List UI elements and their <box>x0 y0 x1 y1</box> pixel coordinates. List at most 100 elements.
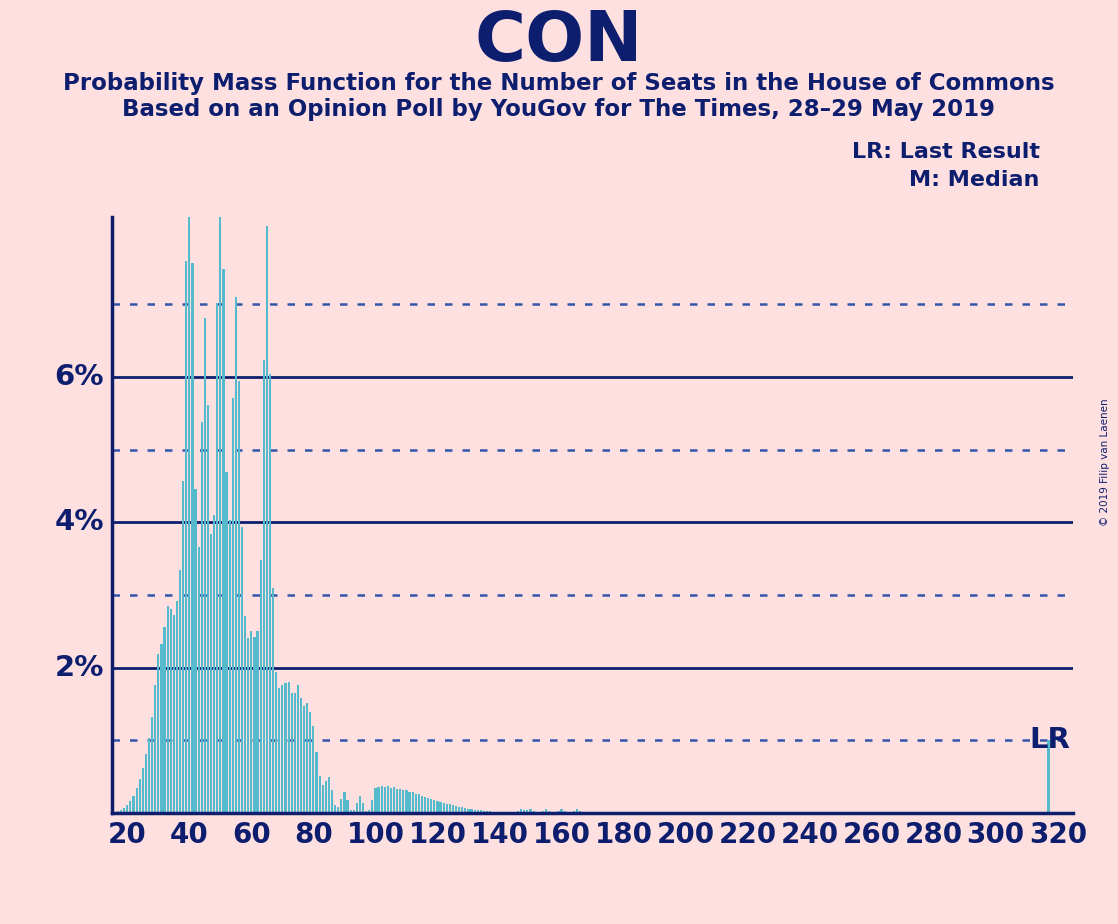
Bar <box>474 809 476 813</box>
Bar <box>483 810 485 813</box>
Bar <box>167 606 169 813</box>
Bar <box>427 798 429 813</box>
Bar <box>139 779 141 813</box>
Bar <box>467 808 470 813</box>
Bar <box>256 631 258 813</box>
Bar <box>151 717 153 813</box>
Bar <box>343 792 345 813</box>
Text: 6%: 6% <box>55 363 104 391</box>
Bar <box>402 790 405 813</box>
Bar <box>424 796 426 813</box>
Bar <box>179 570 181 813</box>
Bar <box>455 806 457 813</box>
Bar <box>200 422 202 813</box>
Bar <box>560 809 562 813</box>
Bar <box>542 811 544 813</box>
Bar <box>464 808 466 813</box>
Bar <box>368 810 370 813</box>
Bar <box>203 318 206 813</box>
Text: 2%: 2% <box>55 654 104 682</box>
Text: © 2019 Filip van Laenen: © 2019 Filip van Laenen <box>1100 398 1109 526</box>
Bar <box>207 405 209 813</box>
Bar <box>579 811 581 813</box>
Bar <box>520 809 522 813</box>
Bar <box>406 790 408 813</box>
Bar <box>563 811 566 813</box>
Bar <box>284 683 286 813</box>
Bar <box>548 811 550 813</box>
Bar <box>130 801 132 813</box>
Bar <box>340 799 342 813</box>
Bar <box>356 803 358 813</box>
Bar <box>142 768 144 813</box>
Bar <box>216 303 218 813</box>
Bar <box>145 754 146 813</box>
Bar <box>443 803 445 813</box>
Bar <box>576 809 578 813</box>
Bar <box>263 360 265 813</box>
Bar <box>408 792 410 813</box>
Bar <box>383 786 386 813</box>
Bar <box>186 261 188 813</box>
Bar <box>380 785 382 813</box>
Bar <box>462 808 463 813</box>
Bar <box>390 787 392 813</box>
Bar <box>120 809 122 813</box>
Bar <box>411 793 414 813</box>
Bar <box>173 615 174 813</box>
Bar <box>523 810 525 813</box>
Bar <box>191 263 193 813</box>
Bar <box>527 810 529 813</box>
Bar <box>294 693 296 813</box>
Bar <box>282 685 284 813</box>
Text: CON: CON <box>475 8 643 75</box>
Bar <box>399 789 401 813</box>
Bar <box>366 810 367 813</box>
Bar <box>176 601 178 813</box>
Bar <box>436 801 438 813</box>
Bar <box>303 706 305 813</box>
Bar <box>272 588 274 813</box>
Bar <box>148 737 150 813</box>
Bar <box>228 520 230 813</box>
Bar <box>532 811 534 813</box>
Bar <box>163 627 165 813</box>
Bar <box>235 298 237 813</box>
Bar <box>278 687 281 813</box>
Bar <box>418 795 420 813</box>
Text: LR: LR <box>1030 726 1070 754</box>
Bar <box>254 638 256 813</box>
Bar <box>458 807 461 813</box>
Bar <box>378 786 380 813</box>
Bar <box>572 811 575 813</box>
Text: Based on an Opinion Poll by YouGov for The Times, 28–29 May 2019: Based on an Opinion Poll by YouGov for T… <box>123 98 995 120</box>
Bar <box>287 682 290 813</box>
Bar <box>452 806 454 813</box>
Bar <box>322 784 324 813</box>
Bar <box>291 693 293 813</box>
Text: LR: Last Result: LR: Last Result <box>852 142 1040 163</box>
Bar <box>446 804 448 813</box>
Bar <box>1048 740 1050 813</box>
Text: 4%: 4% <box>55 508 104 537</box>
Bar <box>471 809 473 813</box>
Bar <box>222 270 225 813</box>
Bar <box>331 790 333 813</box>
Bar <box>517 811 519 813</box>
Bar <box>126 805 129 813</box>
Bar <box>300 699 302 813</box>
Text: Probability Mass Function for the Number of Seats in the House of Commons: Probability Mass Function for the Number… <box>64 72 1054 94</box>
Bar <box>198 547 200 813</box>
Bar <box>266 225 268 813</box>
Bar <box>489 811 491 813</box>
Bar <box>434 800 435 813</box>
Bar <box>154 685 157 813</box>
Bar <box>328 777 330 813</box>
Bar <box>312 726 314 813</box>
Bar <box>392 787 395 813</box>
Bar <box>350 810 352 813</box>
Bar <box>226 471 228 813</box>
Bar <box>359 796 361 813</box>
Bar <box>259 560 262 813</box>
Bar <box>238 381 240 813</box>
